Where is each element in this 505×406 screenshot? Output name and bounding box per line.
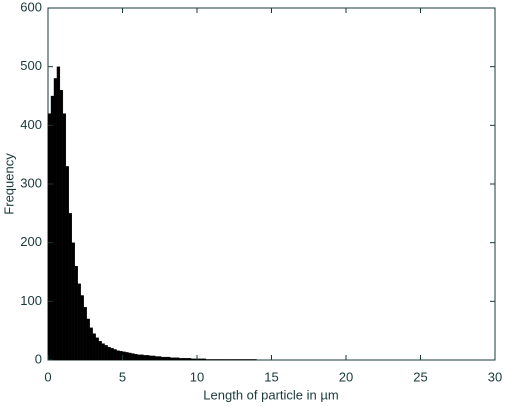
bar [250, 359, 254, 361]
bar [92, 333, 96, 361]
bar [71, 242, 75, 361]
bar [98, 341, 102, 361]
bar [149, 355, 153, 361]
x-tick-label: 30 [488, 369, 502, 384]
x-tick-label: 5 [119, 369, 126, 384]
bar [173, 357, 177, 361]
bar [181, 358, 186, 361]
bar [143, 355, 147, 361]
bar [190, 358, 195, 361]
y-tick-label: 400 [20, 117, 42, 132]
bar [131, 353, 135, 361]
bar [223, 359, 227, 361]
bar [253, 359, 257, 361]
bar [80, 295, 84, 361]
bar [199, 358, 204, 361]
bar [47, 113, 52, 361]
bar [110, 348, 114, 361]
bar [247, 359, 251, 361]
bar [187, 358, 192, 361]
bar [95, 337, 99, 361]
bar [62, 113, 67, 361]
bar [167, 356, 171, 361]
bar [205, 359, 210, 361]
bar [146, 355, 150, 361]
bar [89, 327, 93, 361]
bar [155, 356, 159, 361]
x-tick-label: 25 [413, 369, 427, 384]
y-tick-label: 500 [20, 58, 42, 73]
bar [164, 356, 168, 361]
bar [152, 355, 156, 361]
bar [50, 95, 55, 361]
bar [68, 213, 72, 361]
bar [125, 352, 129, 361]
bar [83, 307, 87, 361]
bar [211, 359, 216, 361]
bar [53, 78, 58, 361]
bar [229, 359, 233, 361]
bar [59, 89, 64, 361]
bar [128, 352, 132, 361]
bar [65, 166, 70, 361]
bar [226, 359, 230, 361]
bar [77, 283, 81, 361]
bar [161, 356, 165, 361]
y-tick-label: 0 [35, 351, 42, 366]
bar [202, 358, 207, 361]
y-tick-label: 600 [20, 0, 42, 14]
bar [232, 359, 236, 361]
y-tick-label: 300 [20, 175, 42, 190]
bar [107, 346, 111, 361]
y-tick-label: 100 [20, 293, 42, 308]
bar [235, 359, 239, 361]
bar [184, 358, 189, 361]
bar [214, 359, 219, 361]
bar [158, 356, 162, 361]
bar [74, 265, 78, 361]
bar [175, 357, 180, 361]
bar [104, 345, 108, 361]
x-tick-label: 0 [44, 369, 51, 384]
bar [178, 358, 183, 361]
y-tick-label: 200 [20, 234, 42, 249]
bar [208, 359, 213, 361]
bar [134, 353, 138, 361]
plot-frame [47, 7, 496, 361]
bar [101, 343, 105, 361]
bar [244, 359, 248, 361]
bar [140, 354, 144, 361]
bar [220, 359, 224, 361]
bar [238, 359, 242, 361]
x-tick-label: 20 [339, 369, 353, 384]
y-axis-label: Frequency [1, 153, 16, 215]
bar [241, 359, 245, 361]
x-tick-label: 15 [264, 369, 278, 384]
bar [137, 354, 141, 361]
bar [170, 357, 174, 361]
x-tick-label: 10 [190, 369, 204, 384]
bar [116, 350, 120, 361]
bar [113, 349, 117, 361]
bar [217, 359, 221, 361]
bar [86, 318, 90, 361]
bar [56, 66, 61, 361]
x-axis-label: Length of particle in µm [203, 387, 338, 402]
